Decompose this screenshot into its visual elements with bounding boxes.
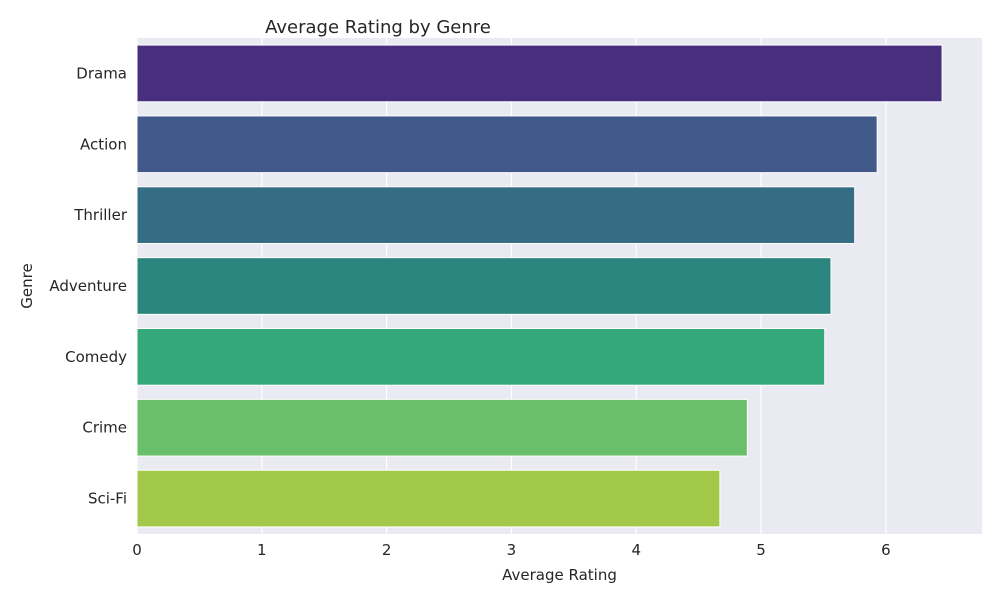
bar-crime [136, 398, 748, 457]
x-tick-label: 0 [132, 541, 142, 559]
y-tick-label: Sci-Fi [88, 490, 127, 508]
y-tick-label: Adventure [49, 277, 127, 295]
x-tick-label: 6 [881, 541, 891, 559]
x-tick-label: 5 [756, 541, 766, 559]
y-tick-label: Thriller [73, 206, 128, 224]
x-tick-label: 2 [382, 541, 392, 559]
bar-adventure [136, 257, 832, 315]
bars [136, 44, 943, 528]
bar-drama [136, 44, 943, 103]
bar-thriller [136, 186, 856, 244]
y-tick-label: Comedy [65, 348, 127, 366]
x-axis-label: Average Rating [502, 566, 617, 584]
bar-sci-fi [136, 469, 721, 528]
y-axis-label: Genre [18, 263, 36, 308]
y-tick-label: Action [80, 135, 127, 153]
bar-action [136, 115, 878, 174]
y-tick-labels: Drama Action Thriller Adventure Comedy Crime S… [49, 64, 127, 507]
x-tick-labels: 0 1 2 3 4 5 6 [132, 541, 890, 559]
x-tick-label: 1 [257, 541, 267, 559]
y-tick-label: Crime [82, 419, 127, 437]
bar-comedy [136, 328, 826, 386]
x-tick-label: 4 [631, 541, 641, 559]
x-tick-label: 3 [507, 541, 517, 559]
y-tick-label: Drama [76, 64, 127, 82]
chart-title: Average Rating by Genre [265, 17, 491, 38]
